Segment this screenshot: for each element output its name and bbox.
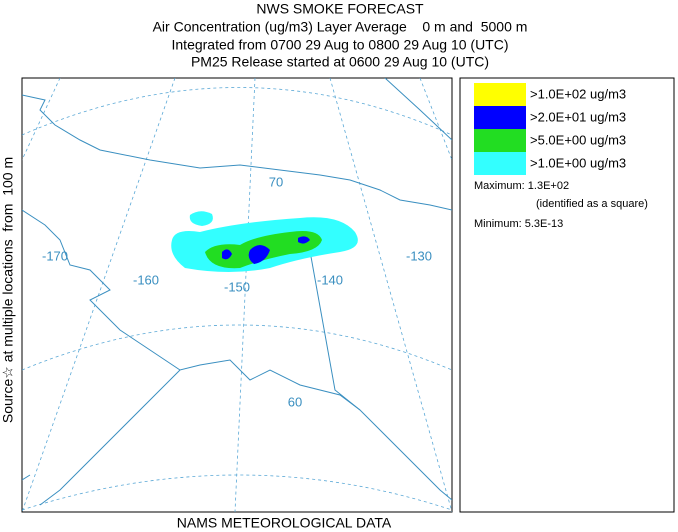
legend-swatch bbox=[474, 83, 526, 106]
latitude-label: 60 bbox=[288, 394, 302, 409]
side-label: Source☆ at multiple locations from 100 m bbox=[0, 157, 16, 423]
longitude-label: -170 bbox=[42, 248, 68, 263]
legend-label: >1.0E+00 ug/m3 bbox=[530, 155, 626, 170]
graticule bbox=[22, 78, 452, 512]
graticule-line bbox=[22, 87, 452, 136]
maximum: Maximum: 1.3E+02 bbox=[474, 180, 569, 192]
map: -170 -160 -150 -140 -130 70 60 bbox=[21, 77, 453, 513]
graticule-line bbox=[419, 78, 452, 161]
legend-label: >2.0E+01 ug/m3 bbox=[530, 109, 626, 124]
longitude-label: -130 bbox=[406, 248, 432, 263]
subtitle: Integrated from 0700 29 Aug to 0800 29 A… bbox=[172, 37, 509, 53]
title: NWS SMOKE FORECAST bbox=[256, 1, 424, 17]
legend-swatch bbox=[474, 106, 526, 129]
legend: Maximum: 1.3E+02 (identified as a square… bbox=[459, 77, 675, 513]
legend-swatch bbox=[474, 129, 526, 152]
subtitle: PM25 Release started at 0600 29 Aug 10 (… bbox=[191, 54, 489, 70]
subtitle: Air Concentration (ug/m3) Layer Average … bbox=[153, 19, 528, 35]
maximum-note: (identified as a square) bbox=[536, 198, 648, 210]
plume-contour bbox=[248, 245, 270, 264]
plume-contour bbox=[189, 211, 213, 226]
footer: NAMS METEOROLOGICAL DATA bbox=[177, 515, 392, 531]
coastline bbox=[22, 78, 452, 506]
graticule-line bbox=[22, 324, 452, 371]
graticule-line bbox=[22, 474, 452, 511]
plume-contour bbox=[298, 236, 310, 244]
minimum: Minimum: 5.3E-13 bbox=[474, 218, 563, 230]
legend-label: >1.0E+02 ug/m3 bbox=[530, 86, 626, 101]
longitude-label: -160 bbox=[133, 272, 159, 287]
map-frame bbox=[21, 77, 453, 513]
plume-contour bbox=[222, 249, 232, 260]
latitude-label: 70 bbox=[269, 174, 283, 189]
legend-swatch bbox=[474, 152, 526, 175]
longitude-label: -140 bbox=[317, 272, 343, 287]
graticule-line bbox=[22, 78, 176, 512]
legend-label: >5.0E+00 ug/m3 bbox=[530, 132, 626, 147]
graticule-line bbox=[234, 78, 256, 512]
longitude-label: -150 bbox=[224, 279, 250, 294]
plume bbox=[171, 211, 358, 272]
